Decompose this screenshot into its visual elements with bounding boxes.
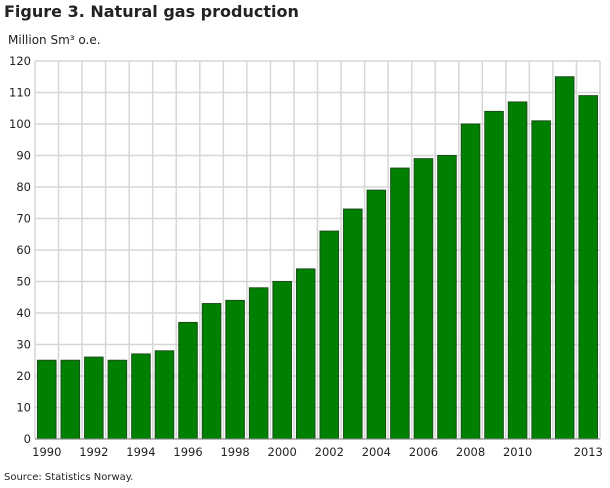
x-tick-label: 2010 — [503, 445, 532, 459]
bar-1997 — [201, 303, 222, 440]
bar-2005 — [390, 167, 410, 440]
x-tick-label: 2004 — [362, 445, 391, 459]
x-tick-label: 1996 — [173, 445, 202, 459]
bar-2009 — [484, 110, 504, 440]
bar-2013 — [578, 95, 598, 440]
y-tick-label: 0 — [24, 432, 31, 446]
x-tick-label: 1990 — [32, 445, 61, 459]
chart-title: Figure 3. Natural gas production — [4, 2, 299, 21]
bar-2008 — [460, 123, 481, 440]
y-tick-label: 70 — [16, 212, 31, 226]
bar-2000 — [272, 281, 292, 440]
bar-2011 — [531, 120, 551, 440]
bar-1998 — [225, 299, 245, 440]
y-tick-label: 50 — [16, 275, 31, 289]
bar-2002 — [319, 230, 340, 440]
bar-1995 — [154, 350, 175, 440]
y-tick-label: 100 — [9, 117, 31, 131]
bar-1990 — [37, 359, 57, 440]
y-axis-label: Million Sm³ o.e. — [8, 33, 101, 47]
x-tick-label: 2008 — [456, 445, 485, 459]
bar-2001 — [295, 268, 316, 440]
y-tick-label: 110 — [9, 86, 31, 100]
y-tick-label: 60 — [16, 243, 31, 257]
x-tick-label: 2013 — [574, 445, 603, 459]
bar-1996 — [178, 321, 198, 440]
y-tick-label: 90 — [16, 149, 31, 163]
bar-2004 — [366, 189, 387, 440]
bar-1993 — [107, 359, 128, 440]
x-tick-label: 1992 — [79, 445, 108, 459]
bar-2003 — [343, 208, 363, 440]
bar-2007 — [437, 155, 457, 440]
y-tick-label: 80 — [16, 180, 31, 194]
bar-2010 — [507, 101, 528, 440]
x-tick-label: 2002 — [315, 445, 344, 459]
x-tick-label: 2006 — [409, 445, 438, 459]
source-note: Source: Statistics Norway. — [4, 472, 134, 483]
y-tick-label: 20 — [16, 369, 31, 383]
x-tick-label: 1998 — [220, 445, 249, 459]
bar-1991 — [60, 359, 81, 440]
y-tick-label: 120 — [9, 54, 31, 68]
y-tick-label: 40 — [16, 306, 31, 320]
bar-1999 — [248, 287, 269, 440]
bar-2006 — [413, 158, 434, 440]
x-tick-label: 1994 — [126, 445, 155, 459]
y-tick-label: 30 — [16, 338, 31, 352]
bar-1992 — [84, 356, 104, 440]
bar-1994 — [131, 353, 151, 440]
bar-2012 — [554, 76, 575, 440]
x-tick-label: 2000 — [268, 445, 297, 459]
y-tick-label: 10 — [16, 401, 31, 415]
